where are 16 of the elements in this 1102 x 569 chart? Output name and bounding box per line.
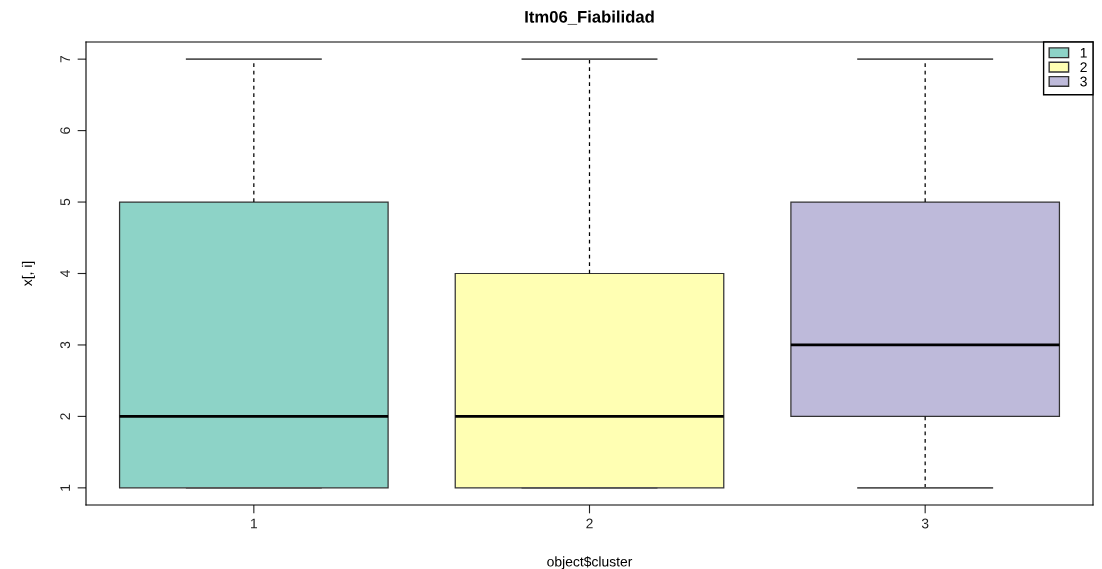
x-axis-title: object$cluster: [547, 556, 633, 569]
y-tick-label: 6: [60, 127, 71, 134]
y-tick-label: 2: [60, 413, 70, 420]
legend-label: 1: [1080, 48, 1087, 58]
x-tick-label: 1: [251, 518, 258, 529]
x-tick-label: 3: [921, 518, 929, 529]
y-tick-label: 4: [60, 270, 70, 278]
legend-label: 3: [1080, 76, 1087, 87]
y-tick-label: 1: [60, 484, 70, 491]
y-tick-label: 7: [60, 55, 70, 63]
x-tick-label: 2: [586, 518, 593, 529]
legend-label: 2: [1080, 62, 1087, 72]
y-tick-label: 5: [60, 198, 71, 206]
chart-title: Itm06_Fiabilidad: [525, 10, 654, 25]
y-tick-label: 3: [60, 341, 71, 349]
y-axis-title: x[, i]: [21, 261, 35, 287]
